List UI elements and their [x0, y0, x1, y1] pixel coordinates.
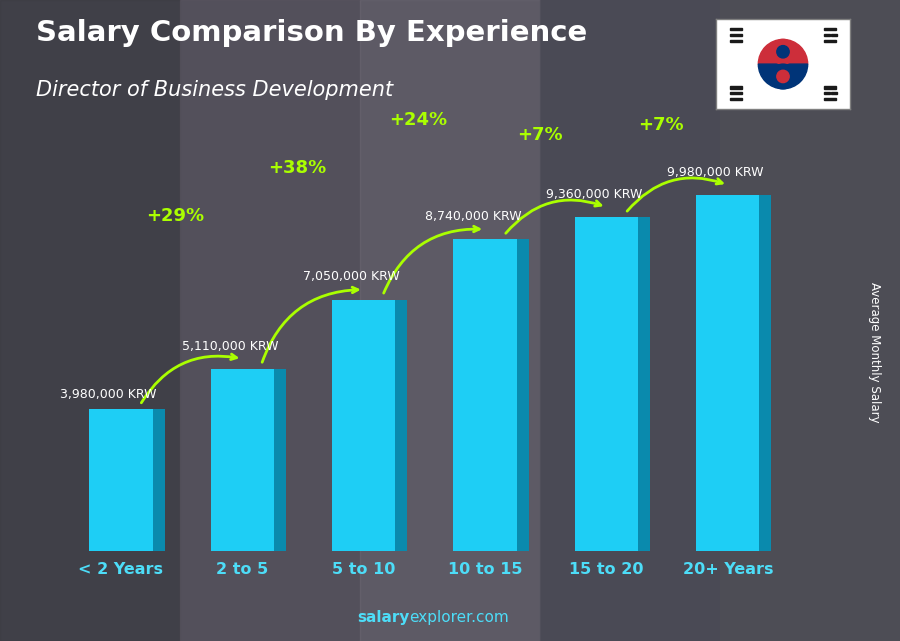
- Polygon shape: [760, 196, 771, 551]
- Bar: [831, 92, 837, 94]
- Text: 9,360,000 KRW: 9,360,000 KRW: [546, 188, 643, 201]
- Bar: [730, 98, 742, 101]
- Text: 8,740,000 KRW: 8,740,000 KRW: [425, 210, 521, 223]
- Bar: [831, 34, 837, 36]
- Text: salary: salary: [357, 610, 410, 625]
- Text: explorer.com: explorer.com: [410, 610, 509, 625]
- Polygon shape: [274, 369, 286, 551]
- Text: Salary Comparison By Experience: Salary Comparison By Experience: [36, 19, 587, 47]
- Text: 7,050,000 KRW: 7,050,000 KRW: [303, 271, 400, 283]
- Circle shape: [770, 40, 796, 64]
- Bar: [211, 369, 274, 551]
- Bar: [697, 196, 760, 551]
- Bar: [824, 28, 836, 30]
- Bar: [0, 0, 180, 641]
- Bar: [824, 34, 830, 36]
- Bar: [720, 0, 900, 641]
- Bar: [730, 40, 742, 42]
- Text: Director of Business Development: Director of Business Development: [36, 80, 393, 100]
- Bar: [730, 28, 742, 30]
- Circle shape: [777, 46, 789, 58]
- Bar: [540, 0, 720, 641]
- Bar: [730, 92, 742, 94]
- Bar: [332, 300, 395, 551]
- Bar: [730, 34, 742, 36]
- Bar: [824, 92, 830, 94]
- Text: 9,980,000 KRW: 9,980,000 KRW: [668, 166, 764, 179]
- Bar: [454, 240, 517, 551]
- Text: +7%: +7%: [638, 116, 684, 134]
- Bar: [824, 86, 836, 88]
- Polygon shape: [638, 217, 650, 551]
- Text: Average Monthly Salary: Average Monthly Salary: [868, 282, 881, 423]
- Text: 3,980,000 KRW: 3,980,000 KRW: [60, 388, 157, 401]
- Circle shape: [770, 64, 796, 88]
- Text: 5,110,000 KRW: 5,110,000 KRW: [182, 340, 278, 353]
- Bar: [89, 410, 152, 551]
- Polygon shape: [152, 410, 165, 551]
- Text: +29%: +29%: [147, 208, 204, 226]
- Polygon shape: [395, 300, 408, 551]
- Wedge shape: [759, 64, 807, 88]
- Text: +24%: +24%: [389, 111, 447, 129]
- Bar: [575, 217, 638, 551]
- Bar: [824, 98, 836, 101]
- Bar: [824, 40, 836, 42]
- Bar: [730, 86, 742, 88]
- Polygon shape: [517, 240, 528, 551]
- Text: +7%: +7%: [517, 126, 562, 144]
- Circle shape: [777, 71, 789, 83]
- Text: +38%: +38%: [268, 159, 326, 177]
- Circle shape: [759, 40, 807, 88]
- Bar: [180, 0, 360, 641]
- Bar: [360, 0, 540, 641]
- Wedge shape: [759, 40, 807, 64]
